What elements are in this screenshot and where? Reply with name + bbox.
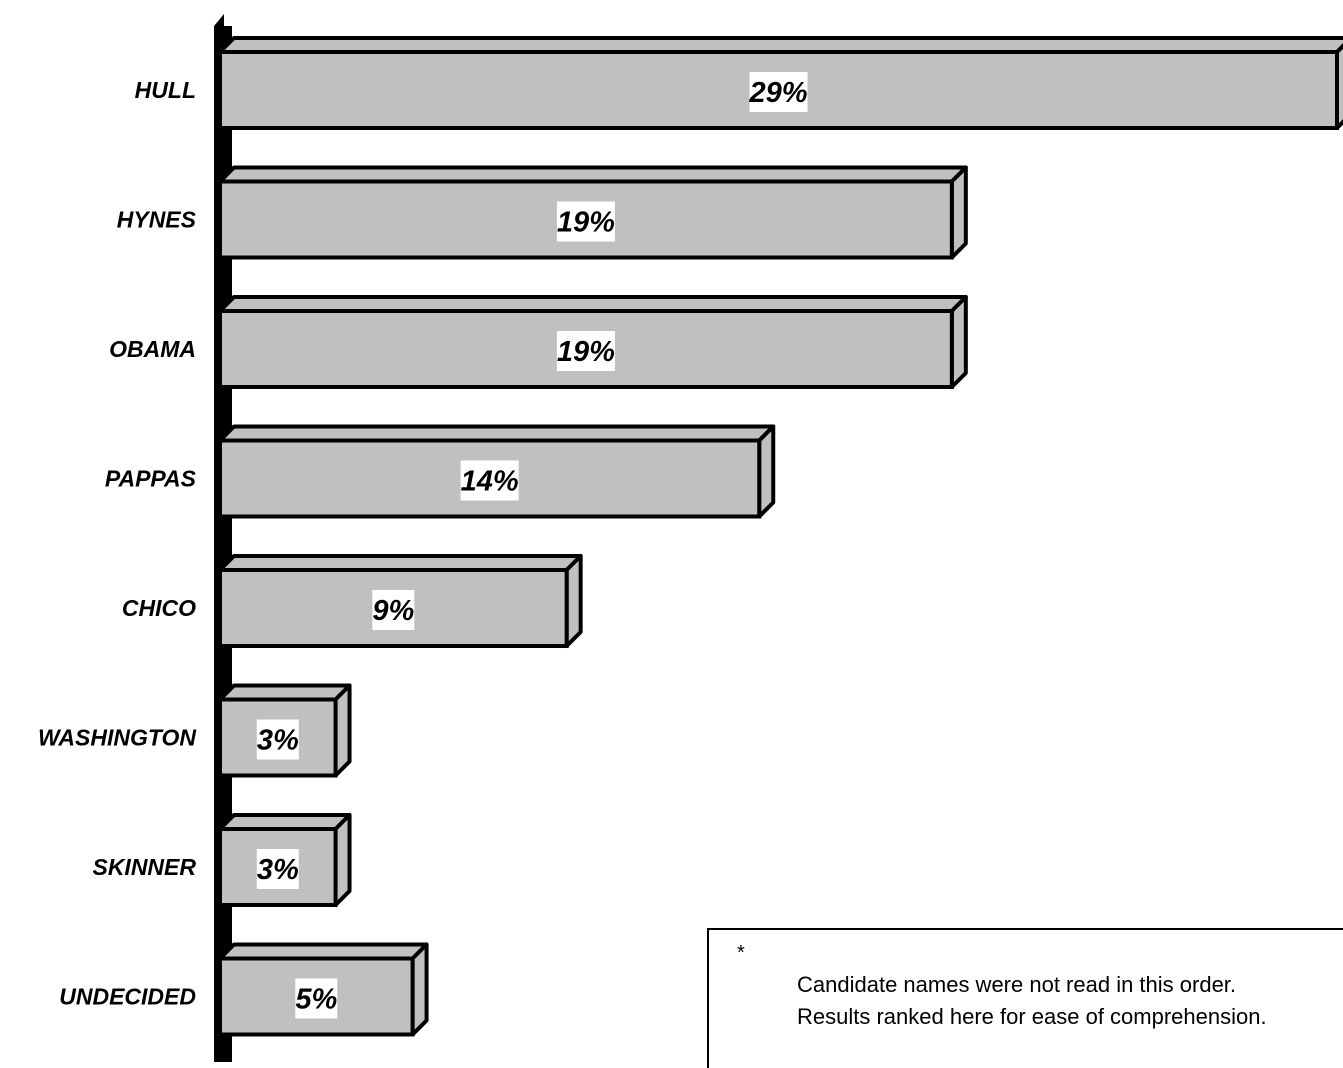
bar-top-face [218, 424, 776, 443]
bar-side-face [757, 424, 776, 519]
data-label-bg [749, 72, 808, 112]
bar-group: UNDECIDED 5% [59, 942, 429, 1037]
bar-group: HULL 29% [135, 36, 1343, 130]
category-label: HYNES [117, 207, 197, 233]
bar-side-face [564, 554, 583, 648]
category-label: WASHINGTON [38, 725, 196, 751]
footnote-marker: * [737, 942, 745, 964]
bar-top-face [218, 683, 352, 702]
bar-group: WASHINGTON 3% [38, 683, 352, 778]
bar-side-face [410, 942, 429, 1037]
data-label: 29% [748, 77, 807, 109]
bar-side-face [949, 165, 968, 260]
bar-top-face [218, 942, 429, 961]
category-label: OBAMA [109, 336, 196, 362]
data-label: 14% [461, 466, 519, 498]
data-label-bg [556, 331, 615, 371]
category-label: SKINNER [92, 854, 196, 880]
category-label: HULL [135, 77, 196, 103]
bar-group: SKINNER 3% [92, 813, 352, 907]
data-label-bg [256, 719, 299, 760]
data-label-bg [372, 590, 415, 630]
y-axis-line [214, 26, 232, 1062]
data-label-bg [256, 849, 299, 889]
bar-top-face [218, 165, 968, 184]
category-label: CHICO [122, 595, 196, 621]
bar-group: PAPPAS 14% [105, 424, 776, 519]
category-label: UNDECIDED [59, 984, 196, 1010]
bar-top-face [218, 813, 352, 831]
bar-group: HYNES 19% [117, 165, 968, 260]
data-label: 19% [557, 336, 615, 368]
data-label-bg [556, 201, 615, 242]
bar [218, 179, 954, 260]
data-label-bg [295, 978, 338, 1019]
footnote-box: * Candidate names were not read in this … [707, 928, 1343, 1068]
data-label: 19% [557, 207, 615, 239]
footnote-line-2: Results ranked here for ease of comprehe… [797, 1004, 1267, 1029]
footnote-line-1: Candidate names were not read in this or… [797, 972, 1237, 997]
data-label: 3% [257, 854, 299, 886]
bar-top-face [218, 36, 1343, 54]
category-label: PAPPAS [105, 466, 197, 492]
bar-group: OBAMA 19% [109, 295, 968, 389]
bar-side-face [333, 813, 352, 907]
bar-side-face [949, 295, 968, 389]
bar-group: CHICO 9% [122, 554, 583, 648]
data-label: 5% [295, 984, 337, 1016]
bar-top-face [218, 554, 583, 572]
bars-layer: HULL 29% HYNES 19% OBAMA 19% PAPPAS 14% CHICO 9% W… [38, 36, 1343, 1037]
data-label-bg [460, 460, 519, 501]
data-label: 3% [257, 725, 299, 757]
bar-side-face [333, 683, 352, 778]
axis-layer [214, 14, 232, 1062]
data-label: 9% [372, 595, 414, 627]
bar-top-face [218, 295, 968, 313]
